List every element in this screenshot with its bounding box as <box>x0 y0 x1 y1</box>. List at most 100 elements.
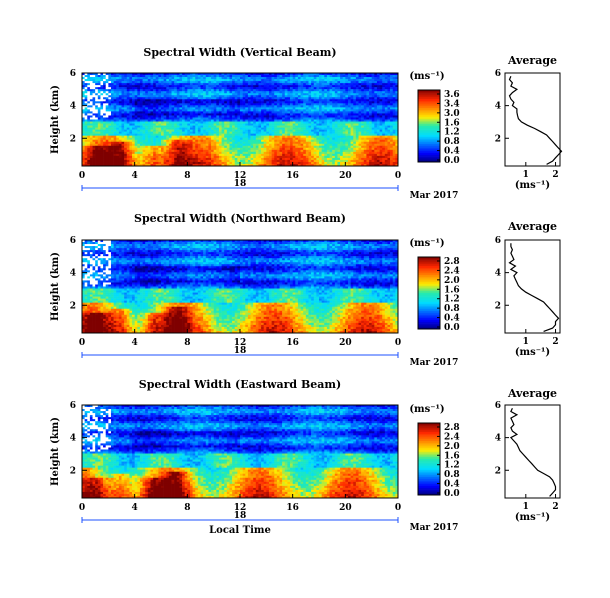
heatmap-cell <box>103 79 106 81</box>
heatmap-cell <box>285 138 288 140</box>
heatmap-cell <box>214 113 217 115</box>
heatmap-cell <box>385 117 388 119</box>
heatmap-cell <box>327 124 330 126</box>
heatmap-cell <box>340 75 343 77</box>
heatmap-cell <box>95 140 98 142</box>
heatmap-cell <box>253 120 256 122</box>
heatmap-cell <box>140 126 143 128</box>
heatmap-cell <box>390 87 393 89</box>
heatmap-cell <box>158 77 161 79</box>
heatmap-cell <box>148 77 151 79</box>
heatmap-cell <box>335 75 338 77</box>
heatmap-cell <box>182 97 185 99</box>
heatmap-cell <box>251 79 254 81</box>
heatmap-cell <box>203 130 206 132</box>
heatmap-cell <box>303 97 306 99</box>
heatmap-cell <box>98 97 101 99</box>
heatmap-cell <box>106 81 109 83</box>
heatmap-cell <box>161 87 164 89</box>
heatmap-cell <box>385 124 388 126</box>
heatmap-cell <box>382 75 385 77</box>
heatmap-cell <box>145 124 148 126</box>
heatmap-cell <box>140 99 143 101</box>
heatmap-cell <box>361 144 364 146</box>
heatmap-cell <box>143 93 146 95</box>
heatmap-cell <box>177 105 180 107</box>
heatmap-cell <box>356 130 359 132</box>
heatmap-cell <box>124 83 127 85</box>
heatmap-cell <box>258 150 261 152</box>
heatmap-cell <box>206 132 209 134</box>
heatmap-cell <box>235 95 238 97</box>
heatmap-cell <box>166 93 169 95</box>
heatmap-cell <box>282 113 285 115</box>
heatmap-cell <box>161 91 164 93</box>
heatmap-cell <box>264 130 267 132</box>
heatmap-cell <box>85 107 88 109</box>
heatmap-cell <box>166 130 169 132</box>
heatmap-cell <box>206 146 209 148</box>
heatmap-cell <box>198 122 201 124</box>
heatmap-cell <box>269 122 272 124</box>
heatmap-cell <box>124 111 127 113</box>
heatmap-cell <box>256 152 259 154</box>
heatmap-cell <box>201 138 204 140</box>
heatmap-cell <box>361 152 364 154</box>
heatmap-cell <box>193 136 196 138</box>
heatmap-cell <box>301 81 304 83</box>
heatmap-cell <box>308 115 311 117</box>
heatmap-cell <box>172 134 175 136</box>
heatmap-cell <box>222 75 225 77</box>
heatmap-cell <box>351 126 354 128</box>
heatmap-cell <box>387 126 390 128</box>
heatmap-cell <box>237 117 240 119</box>
heatmap-cell <box>153 101 156 103</box>
heatmap-cell <box>143 115 146 117</box>
heatmap-cell <box>237 105 240 107</box>
heatmap-cell <box>124 103 127 105</box>
heatmap-cell <box>301 120 304 122</box>
heatmap-cell <box>177 95 180 97</box>
heatmap-cell <box>314 126 317 128</box>
heatmap-cell <box>330 113 333 115</box>
heatmap-cell <box>232 130 235 132</box>
heatmap-cell <box>293 79 296 81</box>
heatmap-cell <box>240 122 243 124</box>
heatmap-cell <box>311 122 314 124</box>
heatmap-cell <box>156 79 159 81</box>
heatmap-cell <box>266 75 269 77</box>
heatmap-cell <box>324 144 327 146</box>
heatmap-cell <box>103 146 106 148</box>
heatmap-cell <box>229 138 232 140</box>
heatmap-cell <box>116 128 119 130</box>
heatmap-cell <box>258 77 261 79</box>
heatmap-cell <box>169 126 172 128</box>
heatmap-cell <box>229 77 232 79</box>
heatmap-cell <box>280 146 283 148</box>
heatmap-cell <box>298 109 301 111</box>
heatmap-cell <box>219 154 222 156</box>
heatmap-cell <box>153 93 156 95</box>
heatmap-cell <box>156 97 159 99</box>
heatmap-cell <box>87 144 90 146</box>
heatmap-cell <box>335 144 338 146</box>
heatmap-cell <box>293 136 296 138</box>
heatmap-cell <box>195 85 198 87</box>
heatmap-cell <box>332 154 335 156</box>
heatmap-cell <box>351 79 354 81</box>
heatmap-cell <box>369 148 372 150</box>
heatmap-cell <box>172 130 175 132</box>
heatmap-cell <box>319 89 322 91</box>
heatmap-cell <box>95 146 98 148</box>
heatmap-cell <box>237 154 240 156</box>
heatmap-cell <box>282 136 285 138</box>
heatmap-cell <box>319 113 322 115</box>
heatmap-cell <box>129 91 132 93</box>
heatmap-cell <box>293 150 296 152</box>
heatmap-cell <box>135 120 138 122</box>
heatmap-cell <box>222 97 225 99</box>
heatmap-cell <box>272 156 275 158</box>
heatmap-cell <box>235 136 238 138</box>
heatmap-cell <box>390 136 393 138</box>
heatmap-cell <box>282 140 285 142</box>
